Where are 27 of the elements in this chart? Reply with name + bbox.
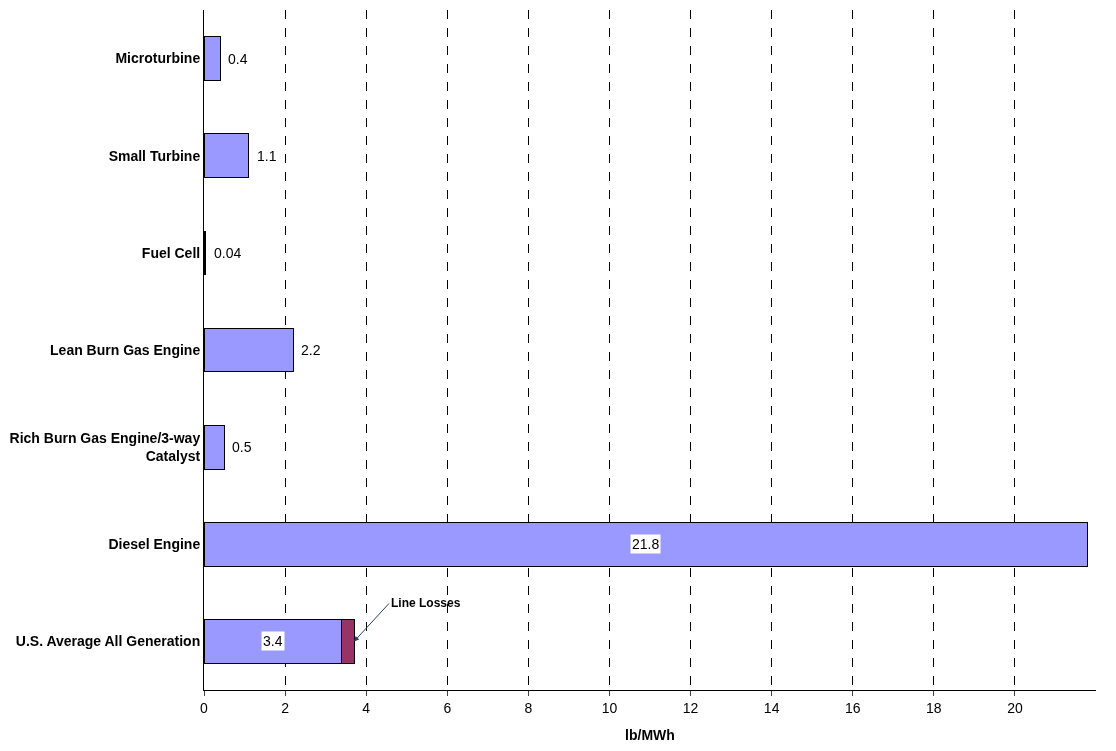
- data-label: 21.8: [632, 536, 660, 552]
- y-tick-label: Rich Burn Gas Engine/3-way Catalyst: [9, 429, 201, 465]
- data-label: 3.4: [263, 633, 283, 649]
- data-label: 1.1: [257, 148, 277, 164]
- x-tick-label: 4: [362, 699, 371, 716]
- x-tick-label: 0: [200, 699, 209, 716]
- x-tick-label: 12: [682, 699, 699, 716]
- y-tick-label: Diesel Engine: [108, 536, 201, 553]
- x-tick-label: 18: [926, 699, 942, 716]
- x-axis-title: lb/MWh: [625, 727, 675, 744]
- y-tick-label: Lean Burn Gas Engine: [50, 341, 201, 358]
- data-label: 2.2: [301, 342, 321, 358]
- x-tick-label: 14: [763, 699, 780, 716]
- x-tick-label: 16: [844, 699, 861, 716]
- x-tick-label: 20: [1007, 699, 1023, 716]
- y-tick-label: Fuel Cell: [141, 244, 201, 261]
- x-tick-label: 8: [524, 699, 533, 716]
- x-tick-label: 10: [601, 699, 618, 716]
- data-label: 0.5: [232, 439, 252, 455]
- annotation: Line Losses: [391, 596, 461, 610]
- x-tick-label: 6: [443, 699, 452, 716]
- y-tick-label: U.S. Average All Generation: [15, 633, 201, 650]
- y-tick-label: Microturbine: [115, 50, 201, 67]
- x-tick-label: 2: [281, 699, 290, 716]
- data-label: 0.04: [214, 245, 242, 261]
- y-tick-label: Small Turbine: [108, 147, 201, 164]
- data-label: 0.4: [228, 51, 248, 67]
